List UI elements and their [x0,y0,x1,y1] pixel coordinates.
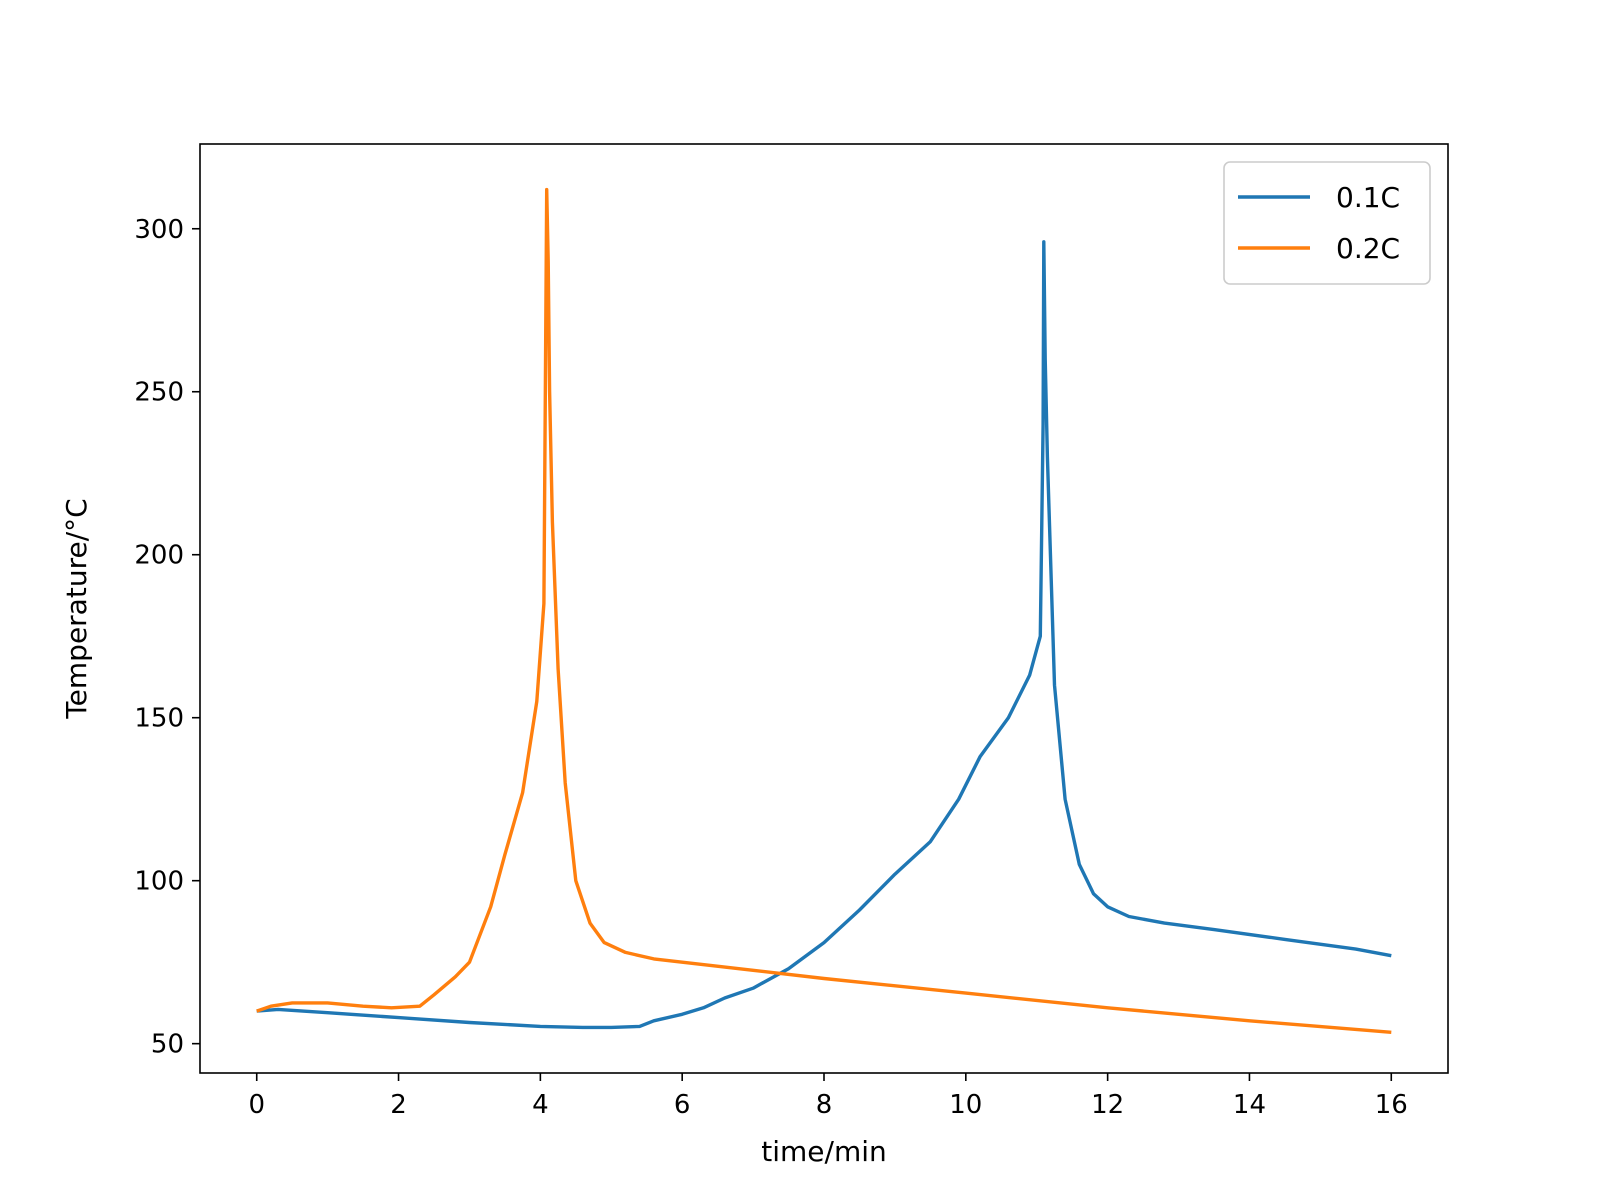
y-axis-ticks: 50 100 150 200 250 300 [134,215,200,1060]
legend-box [1223,161,1431,285]
legend-label: 0.1C [1336,181,1400,214]
y-tick-label: 50 [151,1030,184,1060]
series-line-0.1C [256,240,1392,1030]
x-tick-label: 8 [816,1090,833,1120]
x-tick-label: 12 [1091,1090,1124,1120]
y-tick-label: 300 [134,215,184,245]
x-axis-ticks: 0 2 4 6 8 10 12 14 16 [248,1073,1408,1120]
x-tick-label: 2 [390,1090,407,1120]
x-axis-label: time/min [761,1135,887,1168]
legend-label: 0.2C [1336,232,1400,265]
x-tick-label: 6 [674,1090,691,1120]
y-tick-label: 150 [134,704,184,734]
y-axis-label: Temperature/°C [60,498,93,719]
x-tick-label: 0 [248,1090,265,1120]
x-tick-label: 10 [949,1090,982,1120]
x-tick-label: 16 [1375,1090,1408,1120]
x-tick-label: 14 [1233,1090,1266,1120]
y-tick-label: 250 [134,378,184,408]
y-tick-label: 100 [134,867,184,897]
series-layer [256,187,1392,1034]
x-tick-label: 4 [532,1090,549,1120]
y-tick-label: 200 [134,541,184,571]
series-line-0.2C [256,187,1392,1034]
legend: 0.1C 0.2C [1223,161,1431,285]
